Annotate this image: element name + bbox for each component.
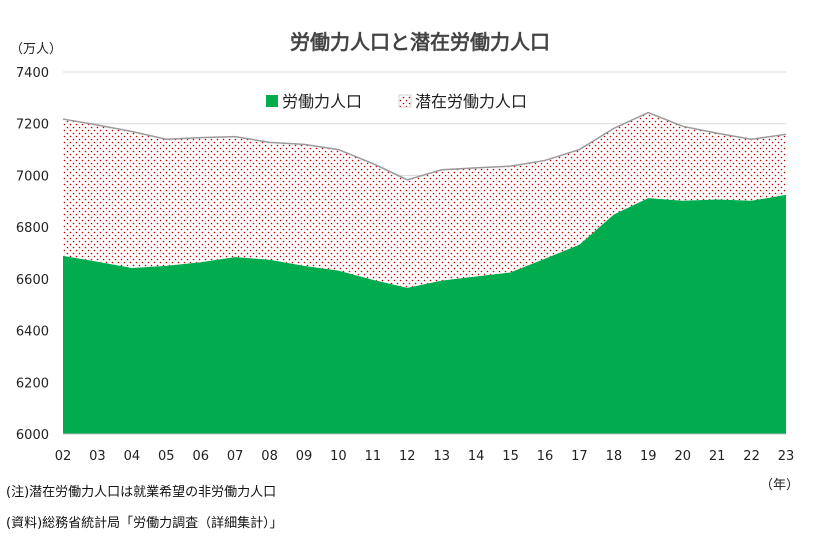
x-tick-label: 15 <box>502 449 519 464</box>
legend-label-labor-force: 労働力人口 <box>282 92 362 111</box>
x-tick-label: 04 <box>124 449 141 464</box>
x-axis-unit-label: （年） <box>760 478 799 493</box>
chart-title: 労働力人口と潜在労働力人口 <box>290 30 550 54</box>
x-axis: 02 03 04 05 06 07 08 09 10 11 12 13 14 15 16 17 18 19 20 21… <box>55 449 795 464</box>
x-tick-label: 19 <box>640 449 657 464</box>
y-tick-label: 6000 <box>16 428 49 443</box>
footnote-source: (資料)総務省統計局「労働力調査（詳細集計）」 <box>6 516 283 531</box>
x-tick-label: 18 <box>606 449 623 464</box>
x-tick-label: 17 <box>571 449 588 464</box>
x-tick-label: 22 <box>743 449 760 464</box>
legend-swatch-labor-force <box>266 95 278 107</box>
x-tick-label: 13 <box>433 449 450 464</box>
y-axis-unit-label: （万人） <box>10 42 62 57</box>
footnote-note: (注)潜在労働力人口は就業希望の非労働力人口 <box>6 485 277 500</box>
x-tick-label: 10 <box>330 449 347 464</box>
x-tick-label: 12 <box>399 449 416 464</box>
y-tick-label: 6600 <box>16 273 49 288</box>
x-tick-label: 23 <box>778 449 795 464</box>
y-tick-label: 6800 <box>16 221 49 236</box>
y-tick-label: 6400 <box>16 325 49 340</box>
x-tick-label: 16 <box>537 449 554 464</box>
x-tick-label: 11 <box>365 449 382 464</box>
x-tick-label: 05 <box>158 449 175 464</box>
x-tick-label: 02 <box>55 449 72 464</box>
legend: 労働力人口 潜在労働力人口 <box>266 92 527 111</box>
legend-swatch-potential-labor-force <box>398 94 412 108</box>
y-tick-label: 7000 <box>16 169 49 184</box>
potential-labor-force-line <box>62 111 787 181</box>
labor-force-area <box>63 194 786 434</box>
y-tick-label: 7200 <box>16 118 49 133</box>
x-tick-label: 14 <box>468 449 485 464</box>
x-tick-label: 20 <box>674 449 691 464</box>
area-layers <box>62 111 787 435</box>
legend-label-potential-labor-force: 潜在労働力人口 <box>415 92 527 111</box>
y-tick-label: 7400 <box>16 66 49 81</box>
y-tick-label: 6200 <box>16 376 49 391</box>
x-tick-label: 03 <box>89 449 106 464</box>
x-tick-label: 09 <box>296 449 313 464</box>
x-tick-label: 21 <box>709 449 726 464</box>
x-tick-label: 08 <box>261 449 278 464</box>
x-tick-label: 06 <box>192 449 209 464</box>
potential-labor-force-area <box>63 112 786 288</box>
x-tick-label: 07 <box>227 449 244 464</box>
y-axis: 6000 6200 6400 6600 6800 7000 7200 7400 <box>16 66 49 443</box>
